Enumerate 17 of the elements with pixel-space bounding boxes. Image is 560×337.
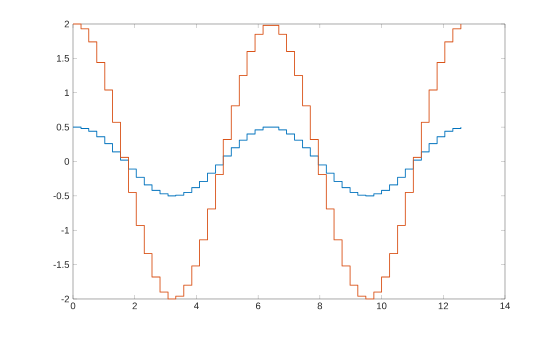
x-tick-label: 8 bbox=[318, 302, 322, 310]
x-tick-label: 12 bbox=[438, 302, 448, 310]
y-tick-label: -1 bbox=[61, 226, 70, 234]
x-tick-label: 2 bbox=[132, 302, 137, 310]
x-tick-label: 4 bbox=[194, 302, 199, 310]
x-tick-label: 14 bbox=[500, 302, 510, 310]
y-tick-label: 1 bbox=[64, 89, 70, 96]
x-tick-label: 6 bbox=[256, 302, 260, 310]
y-tick-label: 2 bbox=[64, 20, 70, 28]
y-tick-label: 1.5 bbox=[56, 55, 70, 62]
x-tick-label: 0 bbox=[70, 302, 76, 310]
y-tick-label: -2 bbox=[61, 296, 70, 302]
y-tick-label: -0.5 bbox=[54, 192, 70, 200]
y-tick-label: 0 bbox=[64, 158, 70, 165]
y-tick-label: -1.5 bbox=[54, 261, 70, 268]
x-tick-label: 10 bbox=[377, 302, 386, 310]
y-tick-label: 0.5 bbox=[56, 124, 70, 130]
